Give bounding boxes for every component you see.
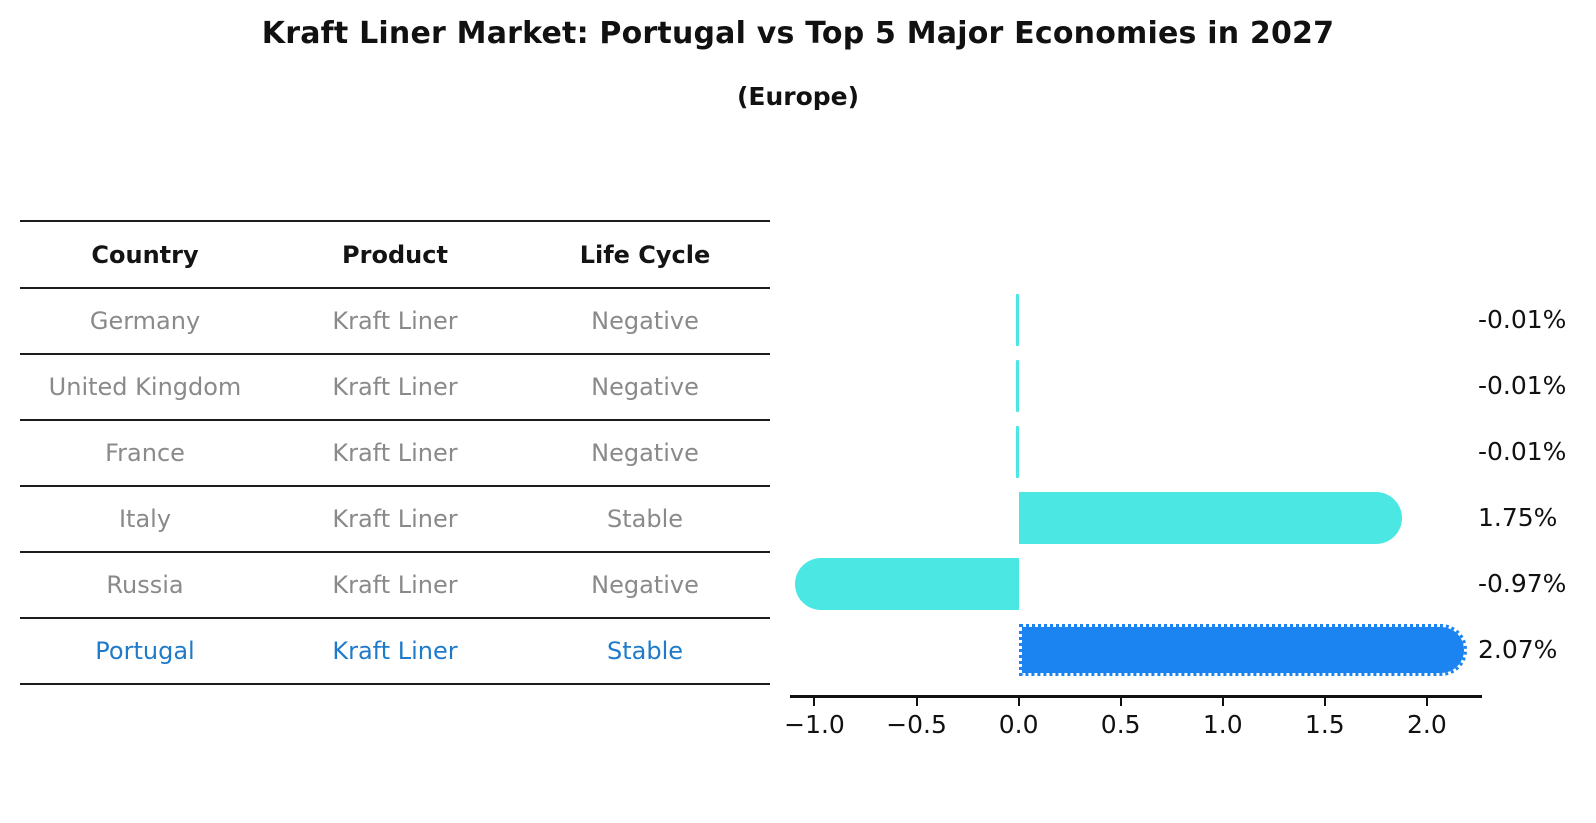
x-axis-tick <box>1425 698 1428 706</box>
bar <box>1015 294 1019 346</box>
table-cell-country: Portugal <box>95 637 195 665</box>
table-cell-product: Kraft Liner <box>332 637 458 665</box>
table-cell-country: France <box>105 439 185 467</box>
bar <box>1015 360 1019 412</box>
bar <box>794 558 1019 610</box>
x-axis-tick-label: −1.0 <box>784 710 845 739</box>
x-axis-spine <box>790 695 1482 698</box>
x-axis-tick <box>813 698 816 706</box>
x-axis-tick-label: 0.0 <box>998 710 1039 739</box>
value-label: -0.01% <box>1478 437 1567 466</box>
table-cell-product: Kraft Liner <box>332 571 458 599</box>
chart-title: Kraft Liner Market: Portugal vs Top 5 Ma… <box>261 16 1335 51</box>
chart-subtitle: (Europe) <box>736 82 860 111</box>
column-header-country: Country <box>91 240 199 269</box>
table-cell-product: Kraft Liner <box>332 373 458 401</box>
x-axis-tick-label: 1.5 <box>1304 710 1345 739</box>
table-cell-life-cycle: Stable <box>606 637 684 665</box>
table-cell-country: United Kingdom <box>48 373 242 401</box>
x-axis-tick <box>1017 698 1020 706</box>
table-cell-product: Kraft Liner <box>332 505 458 533</box>
table-cell-country: Italy <box>118 505 172 533</box>
table-cell-product: Kraft Liner <box>332 307 458 335</box>
table-row: Germany Kraft Liner Negative <box>20 289 770 355</box>
x-axis-tick-label: −0.5 <box>886 710 947 739</box>
x-axis-tick-label: 2.0 <box>1406 710 1447 739</box>
country-table: Country Product Life Cycle Germany Kraft … <box>20 220 770 685</box>
x-axis-tick-label: 0.5 <box>1100 710 1141 739</box>
table-row: Italy Kraft Liner Stable <box>20 487 770 553</box>
table-header-row: Country Product Life Cycle <box>20 222 770 289</box>
table-row: Portugal Kraft Liner Stable <box>20 619 770 685</box>
bar <box>1018 492 1402 544</box>
table-cell-life-cycle: Negative <box>591 307 699 335</box>
value-label: -0.01% <box>1478 305 1567 334</box>
table-row: United Kingdom Kraft Liner Negative <box>20 355 770 421</box>
table-row: France Kraft Liner Negative <box>20 421 770 487</box>
table-cell-life-cycle: Negative <box>591 571 699 599</box>
table-cell-country: Germany <box>89 307 201 335</box>
table-cell-country: Russia <box>106 571 184 599</box>
x-axis-tick <box>915 698 918 706</box>
column-header-life-cycle: Life Cycle <box>579 240 711 269</box>
table-row: Russia Kraft Liner Negative <box>20 553 770 619</box>
column-header-product: Product <box>342 240 448 269</box>
x-axis-tick-label: 1.0 <box>1202 710 1243 739</box>
x-axis-tick <box>1119 698 1122 706</box>
value-label: -0.01% <box>1478 371 1567 400</box>
x-axis-tick <box>1323 698 1326 706</box>
table-cell-life-cycle: Negative <box>591 373 699 401</box>
value-label: 2.07% <box>1478 635 1558 664</box>
table-cell-life-cycle: Stable <box>606 505 684 533</box>
value-label: -0.97% <box>1478 569 1567 598</box>
table-cell-product: Kraft Liner <box>332 439 458 467</box>
bar-highlight <box>1018 624 1468 676</box>
table-cell-life-cycle: Negative <box>591 439 699 467</box>
x-axis-tick <box>1221 698 1224 706</box>
bar <box>1015 426 1019 478</box>
value-label: 1.75% <box>1478 503 1558 532</box>
